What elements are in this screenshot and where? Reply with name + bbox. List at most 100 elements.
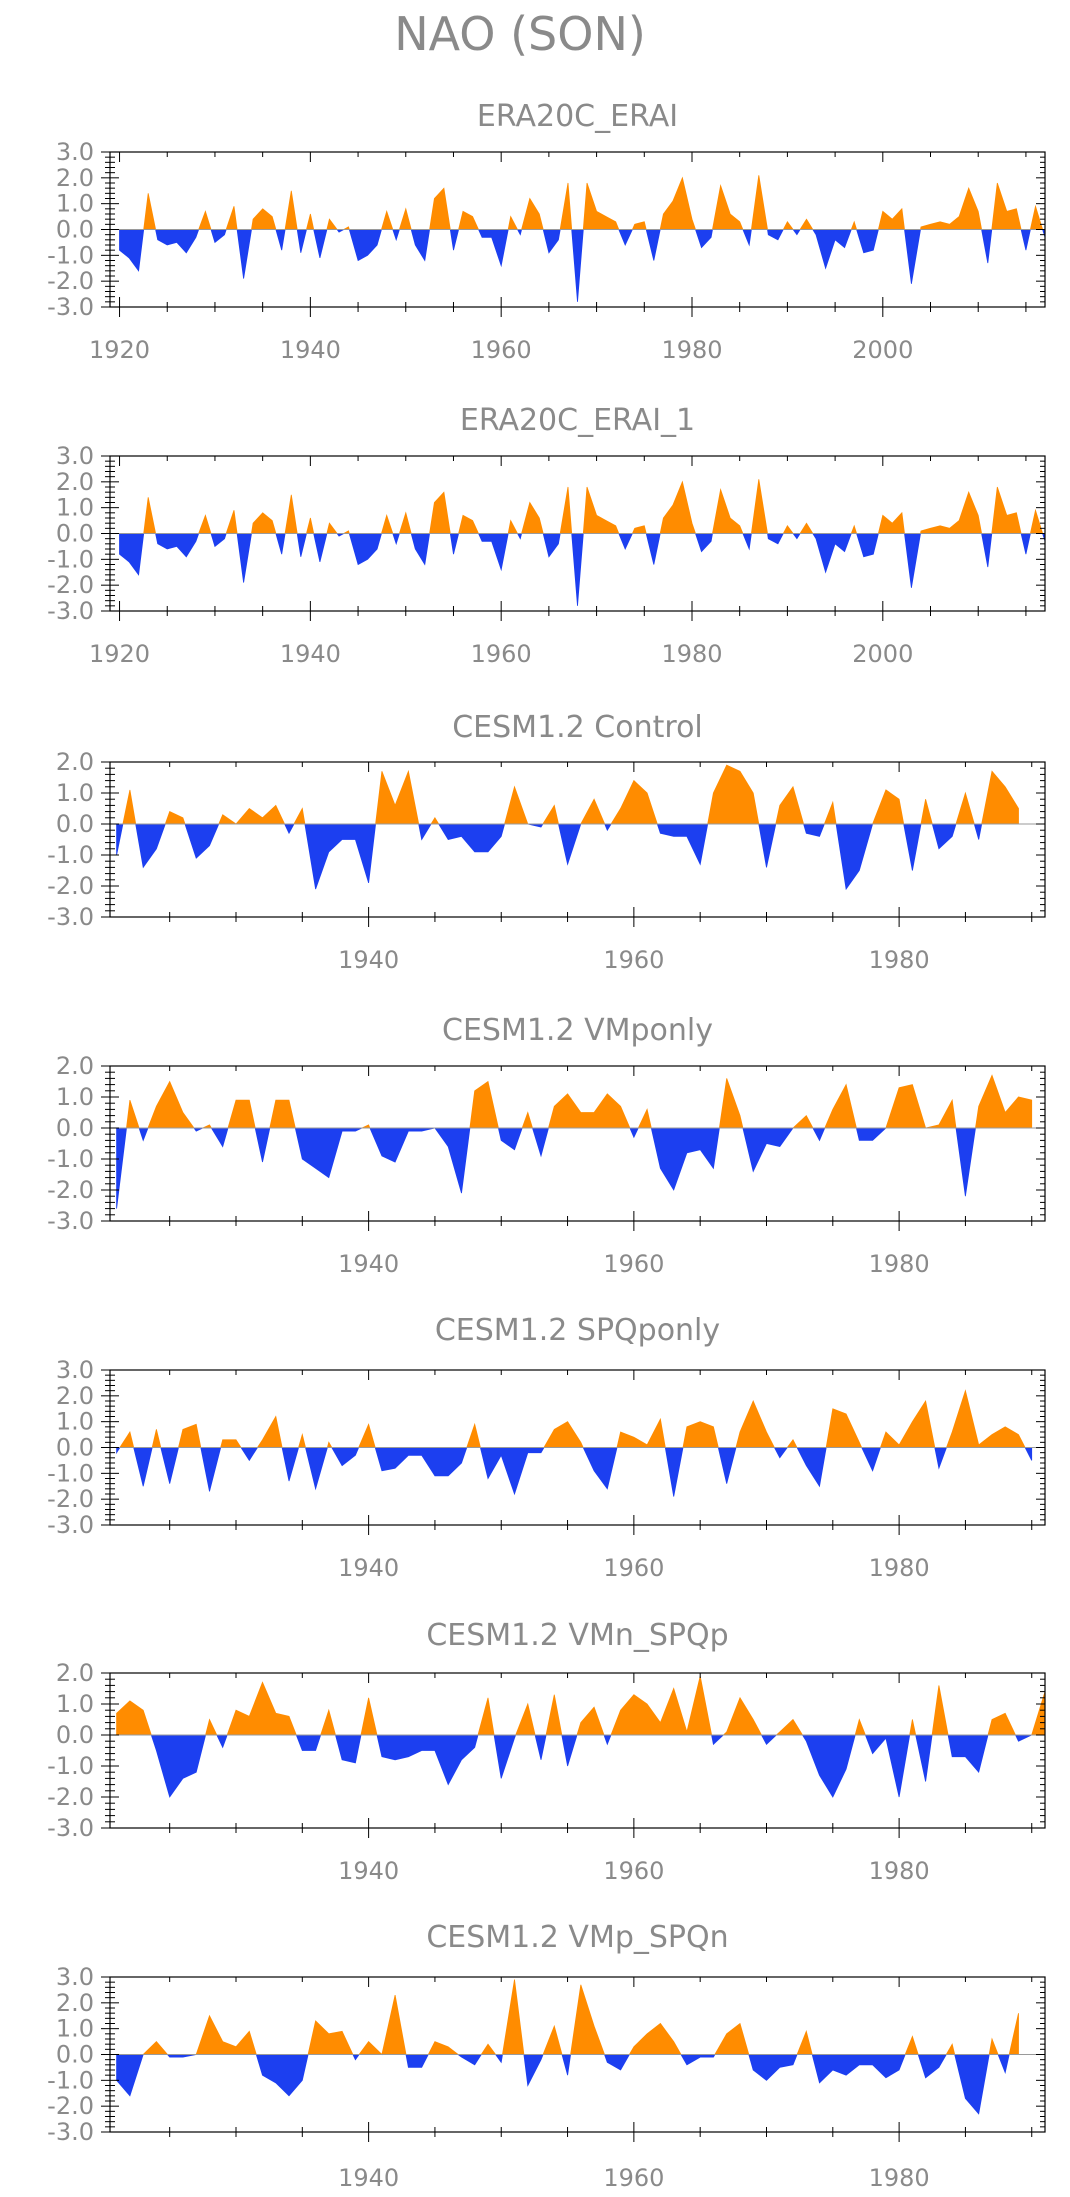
y-tick-label: 3.0 xyxy=(56,138,94,166)
y-tick-label: -3.0 xyxy=(47,293,94,321)
series-area-negative xyxy=(116,824,1019,891)
x-tick-label: 1960 xyxy=(603,1250,664,1278)
y-tick-label: 1.0 xyxy=(56,1408,94,1436)
panel-3: CESM1.2 Control 2.0 1.0 0.0 -1.0 -2.0 -3.0 1940… xyxy=(47,710,1046,974)
x-tick-label: 1960 xyxy=(603,946,664,974)
y-tick-label: 2.0 xyxy=(56,164,94,192)
y-tick-label: 1.0 xyxy=(56,494,94,522)
y-tick-label: 2.0 xyxy=(56,1659,94,1687)
x-tick-label: 1980 xyxy=(661,640,722,668)
y-tick-label: 0.0 xyxy=(56,216,94,244)
x-tick-label: 1940 xyxy=(280,336,341,364)
series-area-negative xyxy=(116,1735,1045,1798)
x-tick-label: 1980 xyxy=(869,946,930,974)
x-tick-label: 2000 xyxy=(852,640,913,668)
y-tick-label: 3.0 xyxy=(56,1963,94,1991)
x-tick-label: 1960 xyxy=(471,640,532,668)
y-tick-label: -1.0 xyxy=(47,841,94,869)
series-area-positive xyxy=(116,764,1019,824)
y-tick-label: 0.0 xyxy=(56,1114,94,1142)
x-tick-label: 1940 xyxy=(338,946,399,974)
y-tick-label: -2.0 xyxy=(47,571,94,599)
panel-title: ERA20C_ERAI_1 xyxy=(460,403,695,438)
series-area-negative xyxy=(116,2054,1019,2115)
y-tick-label: -2.0 xyxy=(47,267,94,295)
series-area-positive xyxy=(116,1074,1033,1128)
y-tick-label: 0.0 xyxy=(56,1434,94,1462)
y-tick-label: -3.0 xyxy=(47,1511,94,1539)
x-tick-label: 1940 xyxy=(338,1250,399,1278)
x-tick-label: 1980 xyxy=(869,1857,930,1885)
panel-5: CESM1.2 SPQponly 3.02.01.00.0-1.0-2.0-3.0… xyxy=(47,1313,1046,1582)
y-tick-label: 0.0 xyxy=(56,1721,94,1749)
y-tick-label: -1.0 xyxy=(47,1752,94,1780)
series-area-negative xyxy=(119,229,1045,302)
x-tick-label: 1920 xyxy=(89,640,150,668)
y-tick-label: -1.0 xyxy=(47,545,94,573)
x-tick-label: 1960 xyxy=(603,1857,664,1885)
y-tick-label: -3.0 xyxy=(47,2118,94,2146)
panel-title: CESM1.2 VMp_SPQn xyxy=(426,1920,728,1955)
series-area-positive xyxy=(119,479,1045,534)
y-tick-label: -3.0 xyxy=(47,597,94,625)
y-tick-label: -1.0 xyxy=(47,1459,94,1487)
series-area-negative xyxy=(116,1447,1033,1497)
x-tick-label: 1940 xyxy=(338,1554,399,1582)
y-tick-label: 2.0 xyxy=(56,1989,94,2017)
panel-6: CESM1.2 VMn_SPQp 2.0 1.0 0.0 -1.0 -2.0 -3.0 194… xyxy=(47,1618,1046,1885)
x-tick-label: 1960 xyxy=(603,1554,664,1582)
plot-frame xyxy=(109,761,1046,918)
y-tick-label: 1.0 xyxy=(56,779,94,807)
series-area-negative xyxy=(119,533,1045,606)
x-tick-label: 1980 xyxy=(869,1250,930,1278)
y-tick-label: 2.0 xyxy=(56,468,94,496)
panel-title: ERA20C_ERAI xyxy=(477,99,678,134)
y-tick-label: -1.0 xyxy=(47,1145,94,1173)
series-area-positive xyxy=(116,1979,1019,2055)
series-area-positive xyxy=(116,1389,1033,1448)
panel-7: CESM1.2 VMp_SPQn 3.02.01.00.0-1.0-2.0-3.0… xyxy=(47,1920,1046,2192)
x-tick-label: 1980 xyxy=(661,336,722,364)
series-area-positive xyxy=(116,1676,1045,1735)
panel-4: CESM1.2 VMponly 2.0 1.0 0.0 -1.0 -2.0 -3.0 1940… xyxy=(47,1013,1046,1278)
y-tick-label: 1.0 xyxy=(56,1690,94,1718)
x-tick-label: 1960 xyxy=(603,2164,664,2192)
y-tick-label: -2.0 xyxy=(47,1176,94,1204)
y-tick-label: -3.0 xyxy=(47,1207,94,1235)
y-tick-label: -2.0 xyxy=(47,872,94,900)
panel-2: ERA20C_ERAI_1 3.02.01.00.0-1.0-2.0-3.0 192… xyxy=(47,403,1046,668)
x-tick-label: 1980 xyxy=(869,1554,930,1582)
y-tick-label: -3.0 xyxy=(47,903,94,931)
y-tick-label: 1.0 xyxy=(56,190,94,218)
panel-title: CESM1.2 Control xyxy=(452,710,703,745)
y-tick-label: 1.0 xyxy=(56,1083,94,1111)
panel-1: ERA20C_ERAI 3.02.01.00.0-1.0-2.0-3.0 1920 1… xyxy=(47,99,1046,364)
y-tick-label: 2.0 xyxy=(56,748,94,776)
y-tick-label: 2.0 xyxy=(56,1052,94,1080)
y-tick-label: 0.0 xyxy=(56,2041,94,2069)
x-tick-label: 1940 xyxy=(338,1857,399,1885)
series-area-negative xyxy=(116,1128,1033,1209)
y-tick-label: 0.0 xyxy=(56,520,94,548)
y-tick-label: -1.0 xyxy=(47,2066,94,2094)
y-tick-label: 2.0 xyxy=(56,1382,94,1410)
x-tick-label: 1940 xyxy=(338,2164,399,2192)
x-tick-label: 1980 xyxy=(869,2164,930,2192)
series-area-positive xyxy=(119,175,1045,230)
y-tick-label: 0.0 xyxy=(56,810,94,838)
x-tick-label: 1920 xyxy=(89,336,150,364)
plot-frame xyxy=(109,1065,1046,1222)
panel-title: CESM1.2 SPQponly xyxy=(435,1313,720,1348)
panel-title: CESM1.2 VMn_SPQp xyxy=(426,1618,728,1653)
x-tick-label: 1940 xyxy=(280,640,341,668)
figure-title: NAO (SON) xyxy=(394,7,646,61)
x-tick-label: 2000 xyxy=(852,336,913,364)
y-tick-label: -2.0 xyxy=(47,2092,94,2120)
panel-title: CESM1.2 VMponly xyxy=(442,1013,713,1048)
plot-frame xyxy=(109,1672,1046,1829)
y-tick-label: -1.0 xyxy=(47,241,94,269)
y-tick-label: 1.0 xyxy=(56,2015,94,2043)
y-tick-label: -2.0 xyxy=(47,1485,94,1513)
y-tick-label: -2.0 xyxy=(47,1783,94,1811)
